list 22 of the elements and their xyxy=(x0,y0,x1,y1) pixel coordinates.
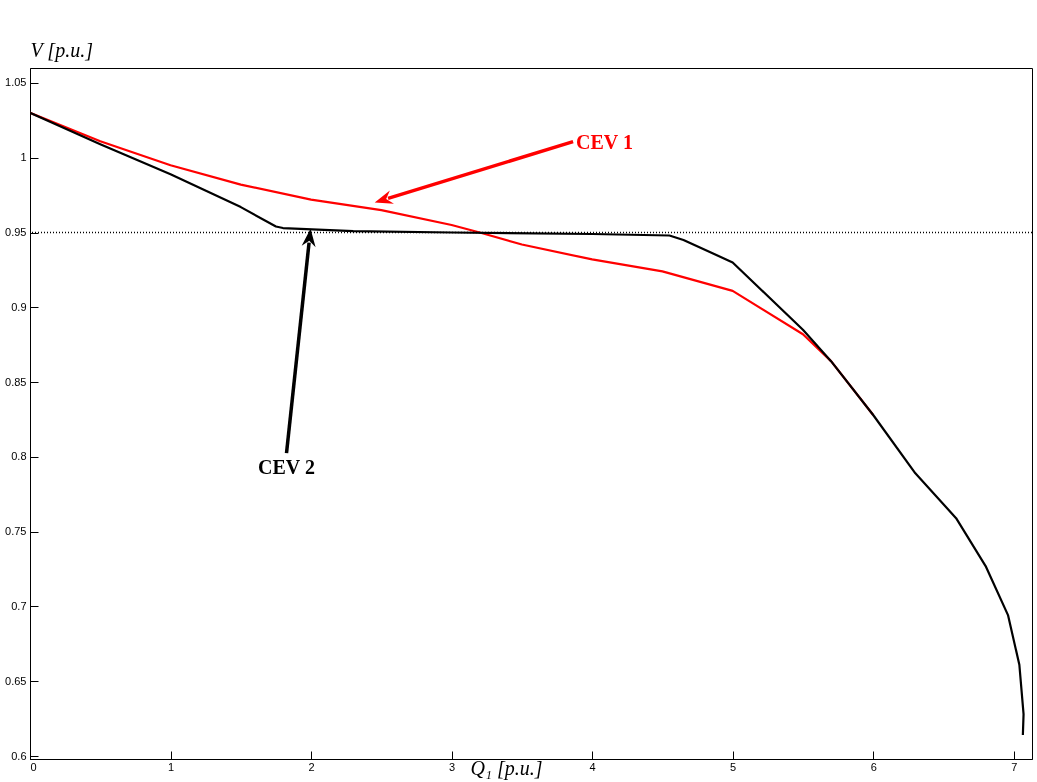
x-tick-label: 5 xyxy=(730,760,737,773)
y-tick-label: 0.7 xyxy=(11,599,27,612)
y-tick-label: 1 xyxy=(20,151,27,164)
y-tick-label: 0.9 xyxy=(11,300,27,313)
x-tick-label: 1 xyxy=(167,760,175,773)
y-tick-label: 0.95 xyxy=(5,226,27,239)
y-tick-label: 1.05 xyxy=(5,76,27,89)
y-tick-label: 0.65 xyxy=(5,674,27,687)
y-axis-title: V [p.u.] xyxy=(30,38,93,62)
x-tick-label: 4 xyxy=(589,760,596,773)
x-tick-label: 7 xyxy=(1011,760,1018,773)
x-tick-label: 3 xyxy=(449,760,456,773)
y-tick-label: 0.8 xyxy=(11,450,27,463)
annotation: CEV 1 xyxy=(576,130,633,153)
y-tick-label: 0.85 xyxy=(5,375,27,388)
x-tick-label: 2 xyxy=(308,760,315,773)
y-tick-label: 0.6 xyxy=(11,749,27,762)
annotation: CEV 2 xyxy=(258,456,315,479)
x-tick-label: 6 xyxy=(870,760,877,773)
x-axis-title: Q₁ [p.u.] xyxy=(470,756,543,780)
y-tick-label: 0.75 xyxy=(5,525,27,538)
x-tick-label: 0 xyxy=(30,760,37,773)
